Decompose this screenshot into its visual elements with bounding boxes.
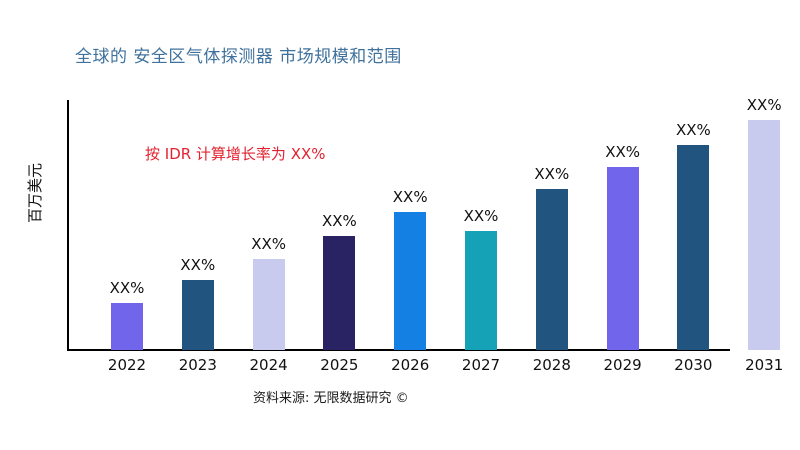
bar-value-label-2022: XX% (109, 279, 145, 297)
bar-2029 (606, 167, 639, 350)
bar-2030 (677, 145, 710, 350)
x-axis-line (67, 349, 730, 351)
bar-2022 (111, 303, 143, 350)
y-axis-label-text: 百万美元 (26, 162, 44, 224)
bar-2028 (535, 189, 568, 350)
bar-2025 (323, 236, 356, 350)
bar-value-label-2025: XX% (321, 212, 357, 230)
bar-value-label-2023: XX% (180, 256, 216, 274)
bar-value-label-2026: XX% (392, 188, 428, 206)
bar-2026 (394, 212, 427, 350)
bar-value-label-2030: XX% (675, 121, 711, 139)
x-tick-label-2030: 2030 (674, 356, 713, 374)
x-tick-label-2022: 2022 (107, 356, 147, 374)
bar-2031 (748, 120, 781, 350)
chart-title: 全球的 安全区气体探测器 市场规模和范围 (75, 47, 402, 67)
x-tick-label-2029: 2029 (603, 356, 642, 374)
bar-value-label-2028: XX% (534, 165, 570, 183)
bar-value-label-2027: XX% (463, 207, 499, 225)
x-tick-label-2024: 2024 (249, 356, 288, 374)
bar-value-label-2029: XX% (605, 143, 640, 161)
y-axis-line (67, 100, 69, 350)
bar-2027 (465, 231, 497, 350)
x-tick-label-2027: 2027 (461, 356, 501, 374)
bar-value-label-2031: XX% (746, 96, 782, 114)
growth-rate-annotation: 按 IDR 计算增长率为 XX% (145, 145, 326, 163)
x-tick-label-2026: 2026 (391, 356, 430, 374)
bar-2023 (181, 280, 214, 350)
x-tick-label-2031: 2031 (745, 356, 784, 374)
bar-value-label-2024: XX% (251, 235, 286, 253)
x-tick-label-2023: 2023 (178, 356, 217, 374)
x-tick-label-2025: 2025 (320, 356, 359, 374)
bar-2024 (252, 259, 285, 350)
x-tick-label-2028: 2028 (532, 356, 571, 374)
source-note: 资料来源: 无限数据研究 © (253, 391, 409, 406)
